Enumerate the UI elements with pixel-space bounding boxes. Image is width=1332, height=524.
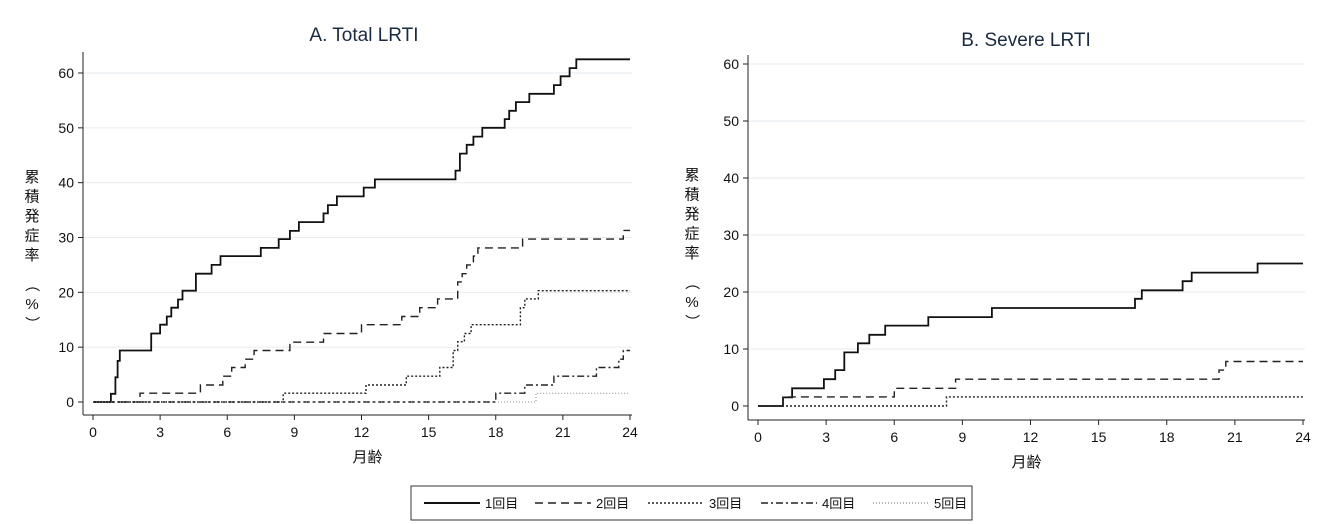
x-tick-label: 9 — [290, 424, 298, 440]
series-line-2回目 — [93, 229, 630, 403]
x-tick-label: 12 — [354, 424, 370, 440]
y-tick-label: 30 — [723, 227, 739, 243]
series-line-2回目 — [758, 360, 1303, 407]
y-tick-label: 60 — [58, 65, 74, 81]
x-tick-label: 0 — [89, 424, 97, 440]
legend-label: 4回目 — [822, 496, 855, 511]
x-tick-label: 21 — [1227, 429, 1243, 445]
y-tick-label: 0 — [66, 394, 74, 410]
series-line-3回目 — [758, 396, 1303, 407]
chart-title: A. Total LRTI — [309, 25, 418, 46]
y-tick-label: 40 — [723, 170, 739, 186]
y-axis-label-char: 積 — [24, 189, 39, 206]
x-tick-label: 12 — [1023, 429, 1039, 445]
x-axis-label: 月齢 — [1011, 454, 1041, 471]
x-tick-label: 6 — [223, 424, 231, 440]
y-tick-label: 60 — [723, 56, 739, 72]
y-axis-label-char: 累 — [684, 167, 699, 184]
y-axis-label-char: ） — [683, 314, 700, 329]
panel-severe-lrti: B. Severe LRTI 0 10 20 30 40 50 60 0 3 6 9 12 15 18 21 2… — [683, 30, 1311, 471]
y-axis-label-char: % — [685, 294, 698, 311]
y-tick-label: 10 — [723, 341, 739, 357]
y-axis-label-char: 発 — [24, 208, 39, 225]
y-tick-label: 10 — [58, 339, 74, 355]
x-tick-label: 15 — [421, 424, 437, 440]
legend-box — [410, 485, 973, 521]
y-tick-label: 50 — [723, 113, 739, 129]
x-tick-label: 9 — [958, 429, 966, 445]
series-line-5回目 — [93, 392, 630, 403]
x-tick-label: 18 — [1159, 429, 1175, 445]
x-tick-label: 15 — [1091, 429, 1107, 445]
y-axis-label-char: 症 — [684, 226, 699, 243]
panel-total-lrti: A. Total LRTI 0 10 20 30 40 50 60 0 3 6 9 12 15 18 21 24… — [23, 25, 638, 466]
y-tick-label: 20 — [58, 284, 74, 300]
y-axis-label-char: ） — [23, 316, 40, 331]
legend: 1回目 2回目 3回目 4回目 5回目 — [410, 485, 973, 521]
y-axis-label-char: 率 — [24, 247, 39, 264]
y-tick-label: 40 — [58, 175, 74, 191]
y-axis-label-char: （ — [23, 277, 40, 292]
y-tick-label: 20 — [723, 284, 739, 300]
y-tick-label: 0 — [731, 398, 739, 414]
series-line-1回目 — [758, 262, 1303, 407]
legend-label: 5回目 — [934, 496, 967, 511]
x-tick-label: 18 — [488, 424, 504, 440]
legend-label: 3回目 — [709, 496, 742, 511]
x-tick-label: 3 — [822, 429, 830, 445]
x-tick-label: 0 — [754, 429, 762, 445]
y-axis-label-char: % — [25, 296, 38, 313]
x-tick-label: 24 — [622, 424, 638, 440]
x-tick-label: 3 — [156, 424, 164, 440]
legend-label: 2回目 — [596, 496, 629, 511]
series-line-4回目 — [93, 349, 630, 403]
x-tick-label: 6 — [890, 429, 898, 445]
x-tick-label: 21 — [555, 424, 571, 440]
series-line-3回目 — [93, 290, 630, 403]
y-axis-label-char: 率 — [684, 245, 699, 262]
series-line-1回目 — [93, 58, 630, 403]
y-axis-label-char: 積 — [684, 187, 699, 204]
legend-label: 1回目 — [485, 496, 518, 511]
y-axis-label-char: 症 — [24, 228, 39, 245]
y-axis-label-char: （ — [683, 275, 700, 290]
x-axis-label: 月齢 — [352, 449, 382, 466]
x-tick-label: 24 — [1295, 429, 1311, 445]
chart-title: B. Severe LRTI — [961, 30, 1091, 51]
y-axis-label-char: 発 — [684, 206, 699, 223]
y-tick-label: 30 — [58, 230, 74, 246]
y-tick-label: 50 — [58, 120, 74, 136]
y-axis-label-char: 累 — [24, 169, 39, 186]
